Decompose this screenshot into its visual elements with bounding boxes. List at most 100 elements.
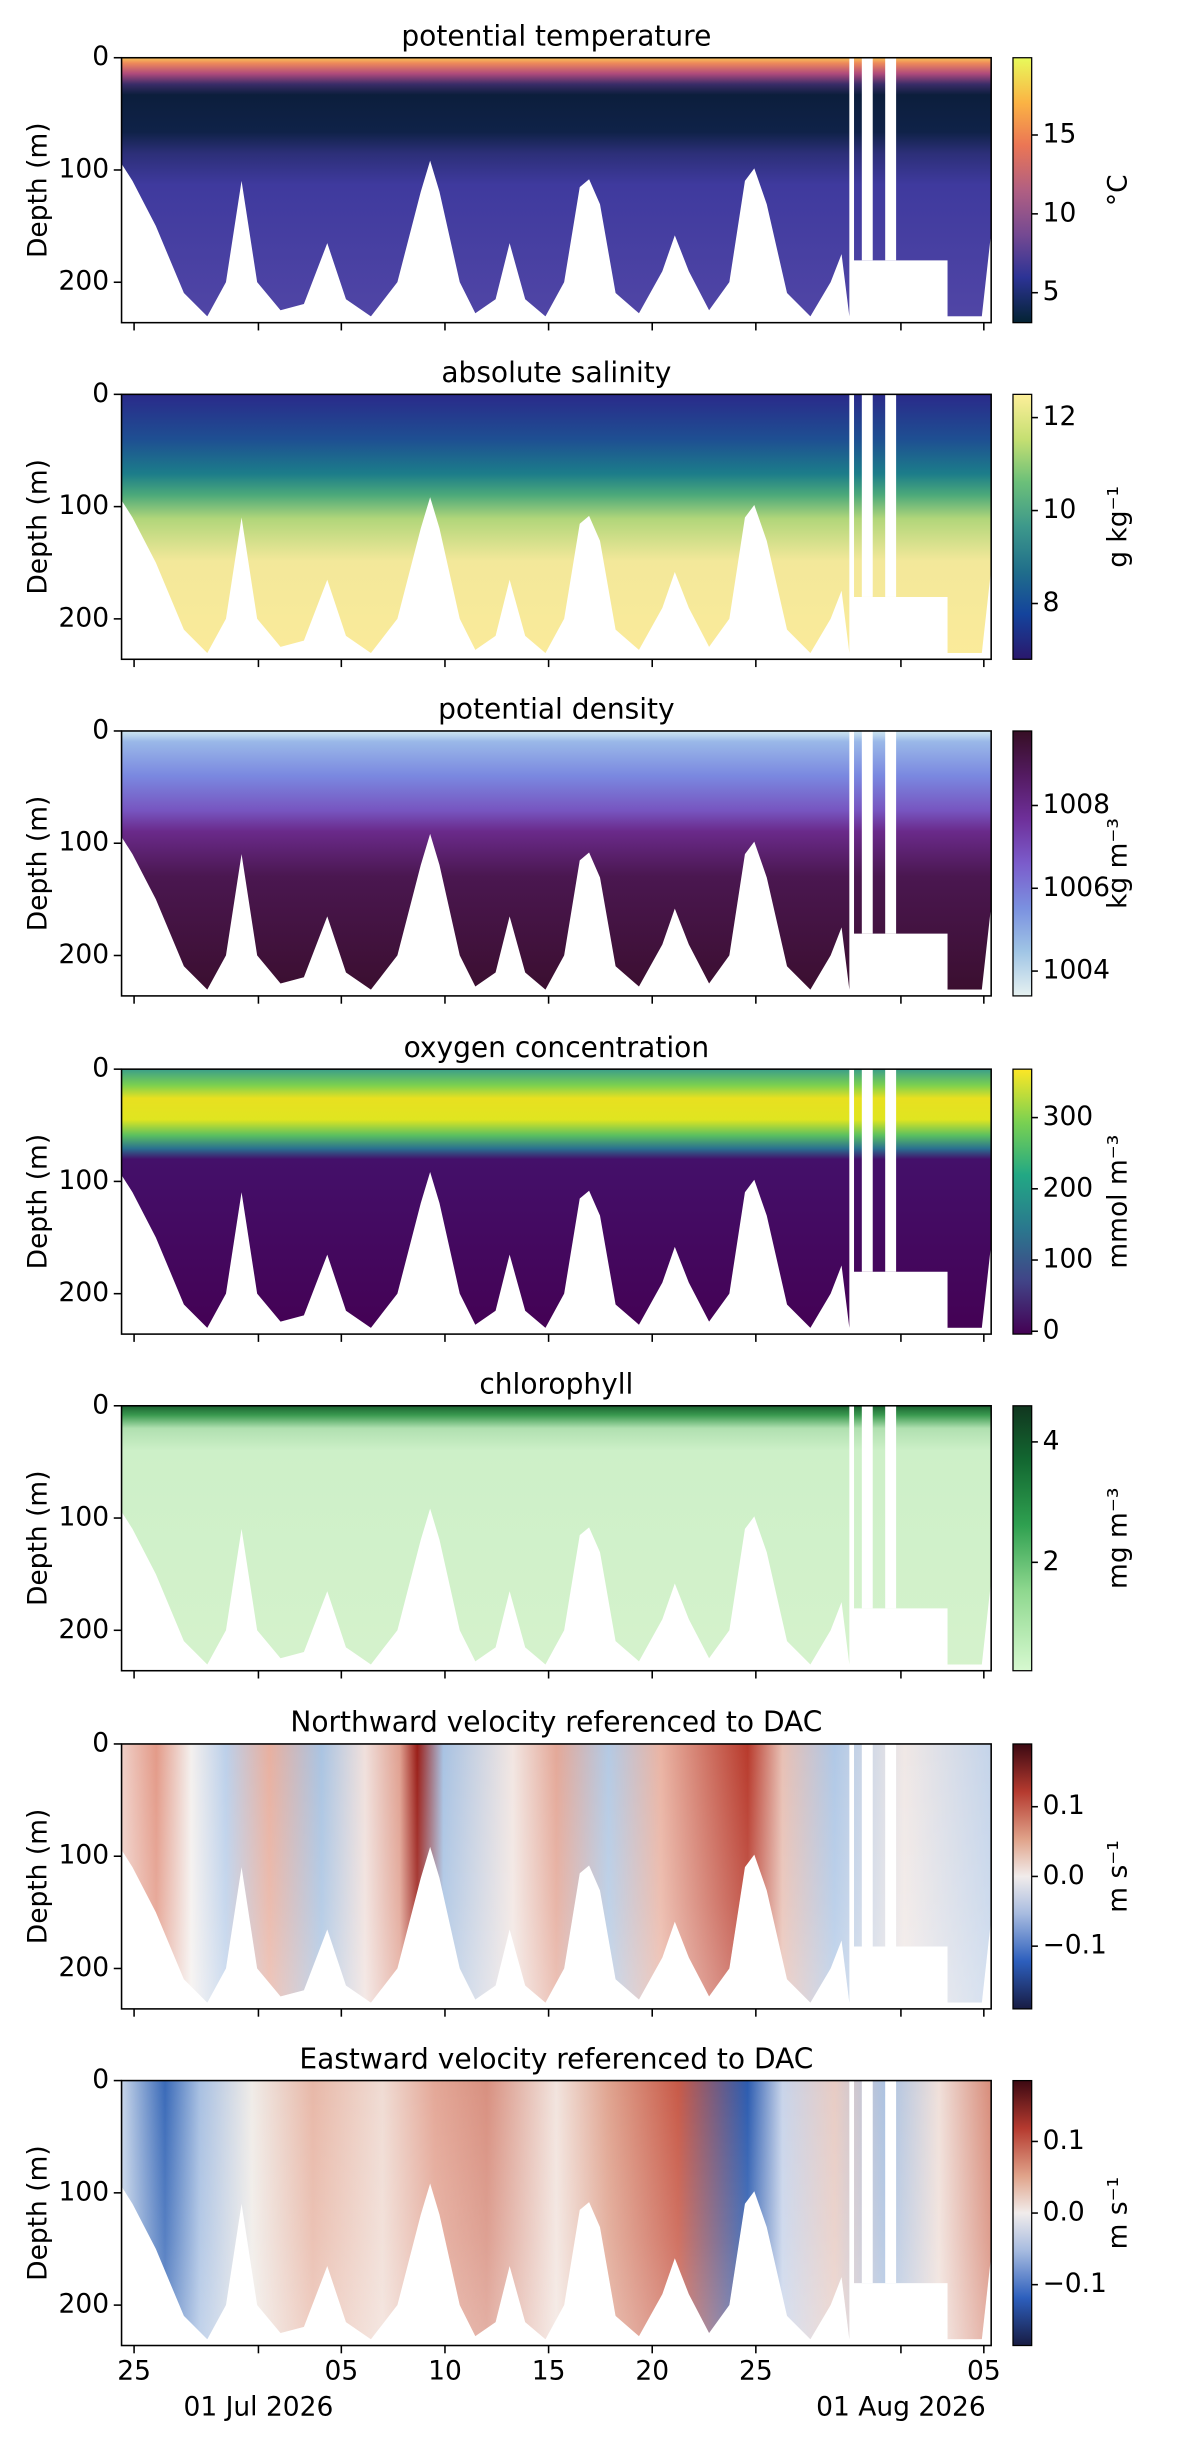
plot-frame — [120, 2079, 992, 2347]
colorbar-tick-label: 0.0 — [1043, 1860, 1085, 1891]
data-gap — [861, 1405, 873, 1609]
panel-title: potential temperature — [401, 19, 711, 52]
data-gap — [861, 1069, 873, 1272]
colorbar-tick-label: 4 — [1043, 1425, 1060, 1456]
y-tick-label: 100 — [59, 153, 110, 184]
colorbar-label: m s⁻¹ — [1102, 1840, 1133, 1913]
x-tick-label: 01 Jul 2026 — [183, 2391, 333, 2422]
y-tick-label: 100 — [59, 2176, 110, 2207]
x-tick-label: 05 — [324, 2356, 358, 2387]
y-tick-label: 0 — [92, 1389, 109, 1420]
x-tick-label: 10 — [428, 2356, 462, 2387]
field — [121, 1405, 992, 1665]
y-axis-label: Depth (m) — [22, 1809, 53, 1945]
y-axis-label: Depth (m) — [22, 2145, 53, 2281]
y-axis-label: Depth (m) — [22, 796, 53, 932]
y-tick-label: 200 — [59, 1277, 110, 1308]
plot-frame — [120, 1068, 992, 1335]
y-tick-label: 0 — [92, 1053, 109, 1084]
y-tick-label: 100 — [59, 490, 110, 521]
colorbar — [1012, 393, 1033, 660]
data-gap — [861, 730, 873, 934]
field — [121, 1069, 992, 1328]
y-axis-label: Depth (m) — [22, 122, 53, 258]
y-tick-label: 100 — [59, 1502, 110, 1533]
plot-frame — [120, 1743, 992, 2010]
field — [121, 730, 992, 990]
colorbar-tick-label: 0.1 — [1043, 1790, 1085, 1821]
panel-title: Northward velocity referenced to DAC — [290, 1706, 822, 1739]
data-gap — [861, 2080, 873, 2284]
colorbar-tick-label: 12 — [1043, 401, 1077, 432]
y-tick-label: 100 — [59, 1840, 110, 1871]
y-tick-label: 0 — [92, 378, 109, 409]
data-gap — [885, 57, 897, 261]
plot-frame — [120, 56, 992, 324]
panel-title: chlorophyll — [479, 1368, 633, 1401]
y-tick-label: 0 — [92, 1727, 109, 1758]
y-tick-label: 200 — [59, 1614, 110, 1645]
panel-title: oxygen concentration — [404, 1031, 710, 1064]
colorbar-tick-label: 1008 — [1043, 789, 1110, 820]
colorbar-tick-label: 0.1 — [1043, 2125, 1085, 2156]
colorbar-tick-label: −0.1 — [1043, 2268, 1107, 2299]
colorbar-tick-label: 200 — [1043, 1172, 1094, 1203]
panel-title: potential density — [438, 693, 675, 726]
y-tick-label: 200 — [59, 1952, 110, 1983]
x-tick-label: 15 — [532, 2356, 566, 2387]
field-shade — [121, 2080, 992, 2340]
y-axis-label: Depth (m) — [22, 459, 53, 595]
colorbar-tick-label: 1006 — [1043, 872, 1110, 903]
colorbar-label: m s⁻¹ — [1102, 2177, 1133, 2250]
x-tick-label: 20 — [635, 2356, 669, 2387]
data-gap — [885, 1743, 897, 1947]
colorbar-tick-label: 2 — [1043, 1546, 1060, 1577]
colorbar-tick-label: 1004 — [1043, 955, 1110, 986]
y-tick-label: 0 — [92, 2064, 109, 2095]
data-gap — [885, 2080, 897, 2284]
x-tick-label: 25 — [739, 2356, 773, 2387]
colorbar-tick-label: 10 — [1043, 494, 1077, 525]
data-gap — [861, 57, 873, 261]
y-tick-label: 0 — [92, 41, 109, 72]
colorbar — [1012, 730, 1033, 997]
colorbar-tick-label: 0 — [1043, 1315, 1060, 1346]
y-tick-label: 100 — [59, 827, 110, 858]
data-gap — [885, 1405, 897, 1609]
x-tick-label: 05 — [967, 2356, 1001, 2387]
colorbar-label: g kg⁻¹ — [1102, 486, 1133, 568]
data-gap — [861, 1743, 873, 1947]
colorbar-tick-label: 5 — [1043, 276, 1060, 307]
panel-title: absolute salinity — [441, 356, 671, 389]
data-gap — [885, 1069, 897, 1272]
field — [121, 57, 992, 317]
colorbar — [1012, 1068, 1033, 1335]
colorbar-tick-label: 15 — [1043, 119, 1077, 150]
colorbar — [1012, 2079, 1033, 2347]
data-gap — [861, 394, 873, 597]
y-tick-label: 200 — [59, 939, 110, 970]
panel-title: Eastward velocity referenced to DAC — [299, 2042, 813, 2075]
colorbar-label: mmol m⁻³ — [1102, 1135, 1133, 1269]
x-tick-label: 01 Aug 2026 — [816, 2391, 986, 2422]
colorbar-tick-label: 10 — [1043, 197, 1077, 228]
colorbar-label: °C — [1102, 174, 1133, 206]
colorbar-tick-label: 8 — [1043, 587, 1060, 618]
y-tick-label: 100 — [59, 1165, 110, 1196]
colorbar-tick-label: 0.0 — [1043, 2197, 1085, 2228]
plot-frame — [120, 393, 992, 661]
colorbar-label: kg m⁻³ — [1102, 818, 1133, 909]
colorbar-tick-label: 300 — [1043, 1101, 1094, 1132]
colorbar-tick-label: 100 — [1043, 1244, 1094, 1275]
colorbar — [1012, 1743, 1033, 2010]
colorbar — [1012, 57, 1033, 324]
y-tick-label: 0 — [92, 714, 109, 745]
colorbar-tick-label: −0.1 — [1043, 1930, 1107, 1961]
data-gap — [885, 730, 897, 934]
y-tick-label: 200 — [59, 266, 110, 297]
plot-frame — [120, 730, 992, 997]
y-axis-label: Depth (m) — [22, 1134, 53, 1270]
field-shade — [121, 1743, 992, 2003]
y-axis-label: Depth (m) — [22, 1470, 53, 1606]
